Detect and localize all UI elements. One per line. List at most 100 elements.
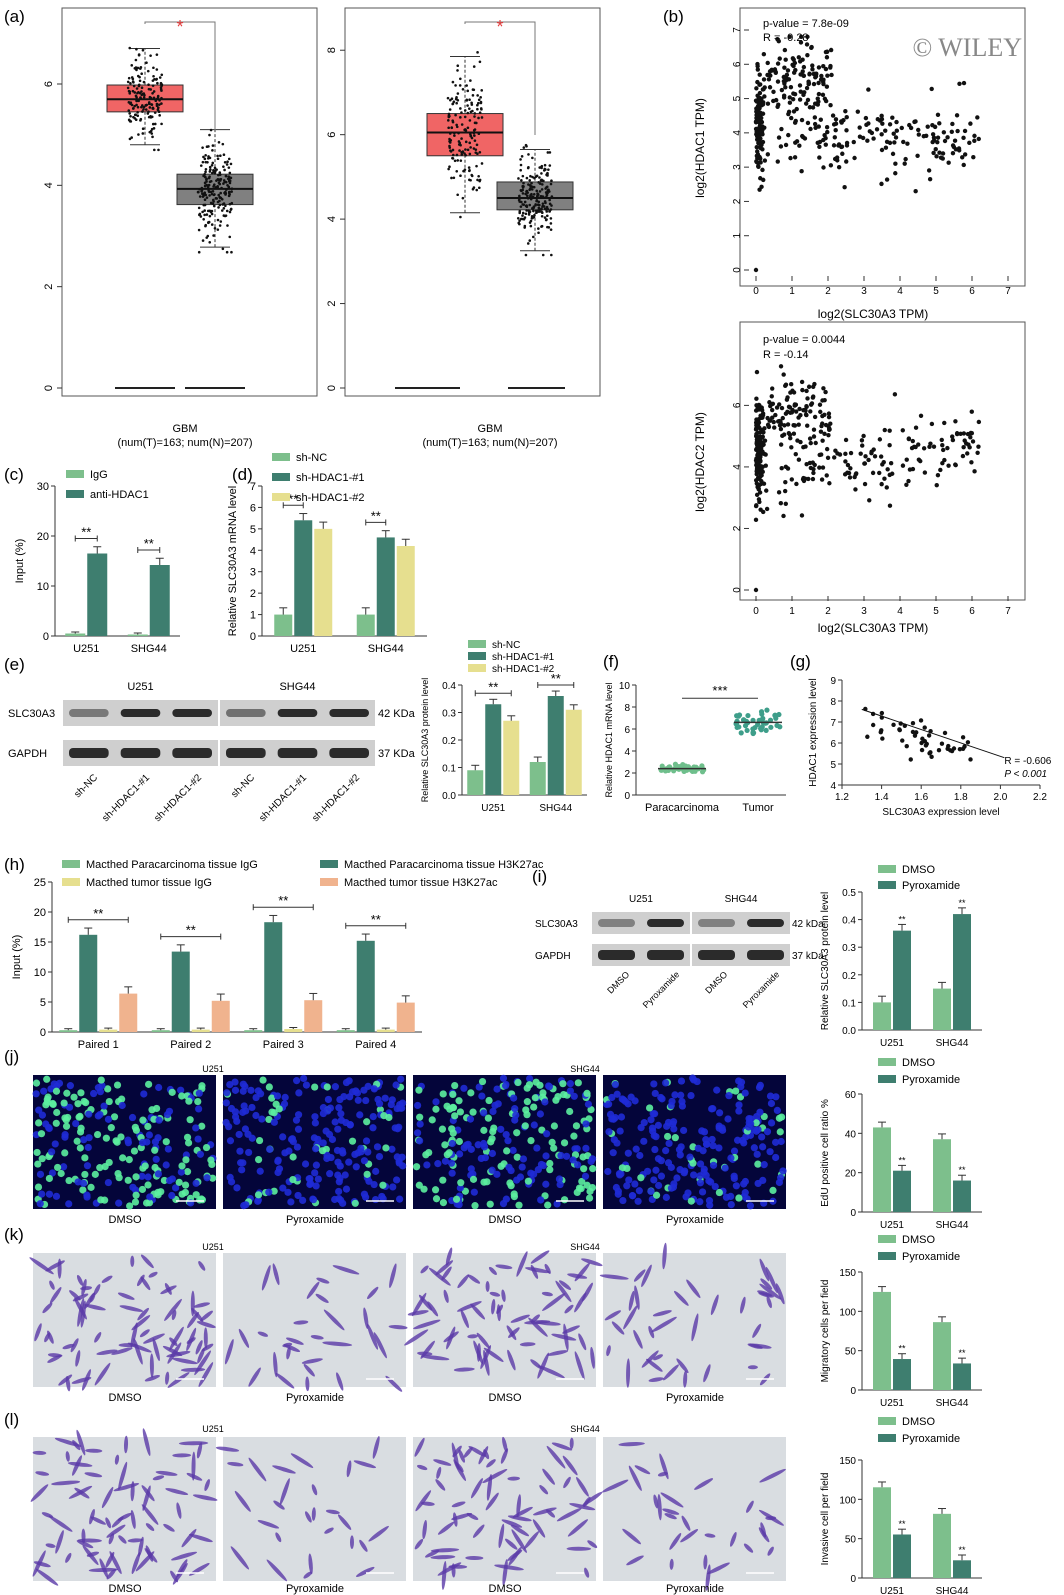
b1-point: [781, 95, 787, 100]
b1-point: [755, 126, 760, 131]
a2-point: [524, 253, 528, 257]
j-nucleus: [497, 1162, 505, 1170]
b1-point: [901, 139, 906, 145]
l-cell: [451, 1563, 456, 1578]
a2-point: [545, 214, 549, 218]
a2-point: [466, 111, 470, 115]
g-point: [897, 727, 902, 733]
a2-point: [458, 149, 461, 152]
a2-point: [471, 94, 475, 97]
l-cell: [84, 1472, 103, 1478]
j-nucleus: [289, 1175, 297, 1184]
j-nucleus: [279, 1184, 287, 1192]
a1-point: [228, 179, 232, 183]
g-xtick-label: 1.2: [835, 792, 849, 803]
c-legend-swatch: [66, 470, 84, 478]
j-nucleus: [772, 1138, 780, 1146]
h-bar: [284, 1029, 303, 1032]
b2-point: [975, 450, 980, 456]
j-nucleus: [144, 1122, 152, 1131]
j-nucleus: [574, 1161, 582, 1169]
j-nucleus: [369, 1113, 377, 1121]
h-bar: [396, 1002, 415, 1032]
k-cell: [272, 1263, 280, 1286]
b1-point: [799, 117, 805, 123]
l-cell: [86, 1551, 100, 1557]
b1-point: [815, 96, 820, 101]
j-nucleus: [175, 1178, 183, 1186]
j-nucleus: [295, 1089, 303, 1097]
j-nucleus: [667, 1163, 675, 1171]
j-nucleus: [525, 1081, 534, 1089]
j-nucleus: [700, 1128, 709, 1136]
l-cell: [414, 1538, 424, 1550]
a1-point: [218, 171, 222, 174]
a2-point: [543, 216, 547, 219]
j-nucleus: [49, 1100, 57, 1109]
b1-point: [808, 126, 813, 132]
k-cell: [476, 1343, 481, 1362]
a1-point: [202, 217, 205, 221]
b2-point: [946, 463, 951, 468]
a1-point: [207, 145, 210, 148]
k-image: [404, 1247, 603, 1387]
a1-point: [134, 58, 138, 62]
a1-point: [141, 110, 144, 113]
b2-point: [782, 488, 788, 494]
k-cell: [441, 1266, 452, 1281]
l-cell: [628, 1465, 642, 1491]
a2-point: [480, 162, 484, 165]
a1-point: [127, 101, 131, 104]
j-image: [222, 1074, 407, 1210]
b1-point: [789, 115, 794, 121]
j-nucleus: [481, 1154, 489, 1162]
j-nucleus: [727, 1154, 735, 1162]
j-nucleus: [139, 1116, 147, 1124]
k-cell: [72, 1293, 89, 1302]
b1-point: [782, 47, 788, 53]
a2-point: [475, 143, 479, 147]
j-nucleus: [168, 1088, 176, 1096]
k-cell: [683, 1370, 688, 1388]
k-cell: [456, 1301, 482, 1312]
l-cell: [680, 1529, 699, 1543]
a1-point: [142, 95, 146, 99]
j-nucleus: [460, 1084, 468, 1092]
a2-point: [525, 209, 528, 212]
b2-point: [820, 465, 826, 470]
k-cell: [443, 1289, 449, 1303]
b1-point: [754, 86, 759, 91]
i-ytick-label: 0.2: [842, 971, 856, 982]
b2-point: [884, 485, 889, 490]
a1-point: [222, 182, 225, 185]
e-legend-swatch: [468, 652, 486, 660]
i-target-band: [598, 919, 635, 927]
b2-point: [786, 431, 792, 436]
k-cell: [171, 1309, 177, 1321]
j-nucleus: [536, 1081, 544, 1089]
b2-point: [801, 475, 806, 481]
b2-point: [938, 467, 943, 473]
b1-point: [779, 87, 785, 93]
panel-label-j: (j): [4, 1047, 19, 1066]
k-cell: [388, 1325, 408, 1330]
g-xtick-label: 1.6: [914, 792, 928, 803]
j-nucleus: [493, 1170, 501, 1178]
j-nucleus: [310, 1134, 318, 1142]
b1-point: [806, 81, 812, 86]
j-nucleus: [388, 1145, 396, 1153]
e-lane-label: sh-HDAC1-#1: [257, 772, 309, 824]
l-cell: [436, 1466, 442, 1479]
l-cell: [72, 1440, 81, 1451]
j-nucleus: [192, 1191, 200, 1199]
j-nucleus: [104, 1178, 112, 1187]
j-nucleus: [705, 1197, 714, 1205]
l-cell: [141, 1504, 159, 1525]
d-legend-label: sh-HDAC1-#2: [296, 492, 364, 504]
a1-point: [208, 156, 212, 160]
j-nucleus: [346, 1093, 354, 1101]
b2-point: [807, 436, 813, 441]
b1-point: [955, 128, 960, 134]
i-row-label: SLC30A3: [535, 919, 578, 930]
a2-point: [535, 199, 538, 203]
